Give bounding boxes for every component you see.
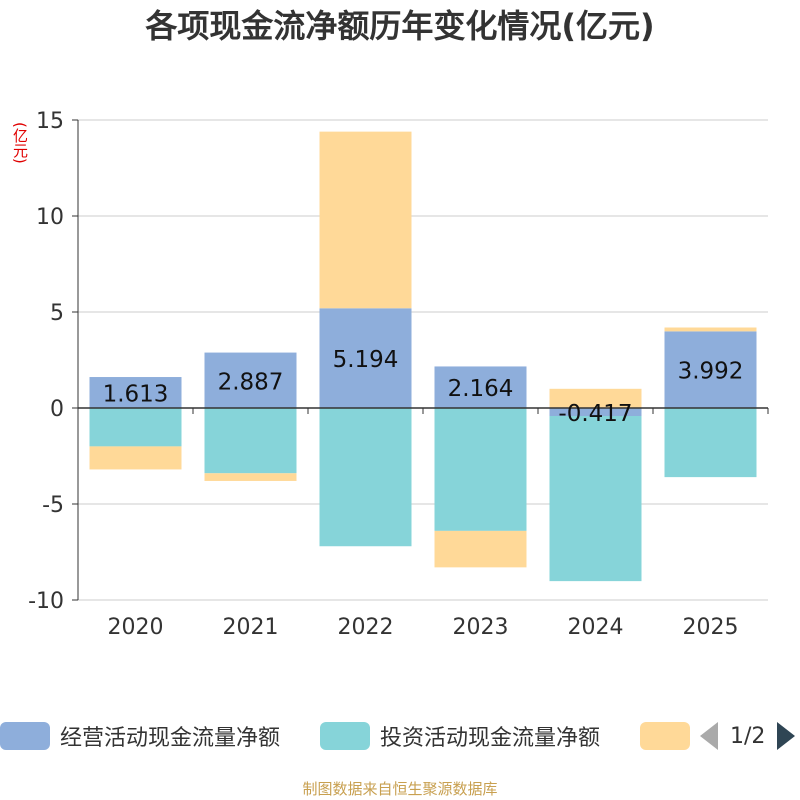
- data-label-operating-2025: 3.992: [678, 359, 744, 385]
- bar-operating-2021: [204, 352, 297, 408]
- chart-plot-area: -10 -5 0 5 10 15 1.613 2.887 5.194 2.164 -0.417 3.9…: [28, 109, 769, 640]
- x-tick-label-2021: 2021: [223, 615, 279, 640]
- legend-label-investing: 投资活动现金流量净额: [380, 726, 601, 751]
- legend-pager: 1/2: [700, 716, 796, 756]
- bar-operating-2023: [434, 366, 527, 408]
- bar-investing-2024: [549, 416, 642, 582]
- bar-financing-2023: [434, 530, 527, 568]
- bar-investing-2020: [89, 408, 182, 447]
- legend-item-operating[interactable]: 经营活动现金流量净额: [0, 716, 280, 756]
- x-tick-label-2023: 2023: [453, 615, 509, 640]
- data-label-operating-2024: -0.417: [558, 401, 632, 427]
- bar-investing-2025: [664, 408, 757, 478]
- legend-label-operating: 经营活动现金流量净额: [60, 726, 281, 751]
- chart-title: 各项现金流净额历年变化情况(亿元): [145, 7, 655, 45]
- y-tick-label-0: 0: [50, 397, 64, 422]
- source-footer: 制图数据来自恒生聚源数据库: [302, 780, 498, 798]
- data-label-operating-2023: 2.164: [448, 376, 514, 402]
- data-label-operating-2022: 5.194: [333, 347, 399, 373]
- chevron-left-icon[interactable]: [700, 722, 718, 750]
- bar-operating-2025: [664, 331, 757, 408]
- bar-financing-2021: [204, 473, 297, 481]
- bar-investing-2023: [434, 408, 527, 531]
- y-axis-unit-label: (亿元): [11, 122, 29, 164]
- legend-item-financing[interactable]: [640, 716, 700, 756]
- bar-operating-2022: [319, 308, 412, 408]
- x-tick-label-2022: 2022: [338, 615, 394, 640]
- legend-item-investing[interactable]: 投资活动现金流量净额: [320, 716, 600, 756]
- legend-swatch-investing: [320, 722, 370, 750]
- bar-investing-2021: [204, 408, 297, 474]
- bar-financing-2020: [89, 446, 182, 470]
- data-label-operating-2020: 1.613: [103, 382, 169, 408]
- bar-investing-2022: [319, 408, 412, 547]
- bar-financing-2025: [664, 327, 757, 332]
- x-tick-label-2024: 2024: [568, 615, 624, 640]
- bar-financing-2022: [319, 131, 412, 309]
- bar-financing-2024: [549, 388, 642, 408]
- bar-operating-2020: [89, 377, 182, 408]
- x-tick-label-2025: 2025: [683, 615, 739, 640]
- bar-operating-2024: [549, 408, 642, 417]
- y-tick-label-10: 10: [36, 205, 64, 230]
- data-label-operating-2021: 2.887: [218, 369, 284, 395]
- legend: 经营活动现金流量净额 投资活动现金流量净额 1/2: [0, 716, 800, 756]
- x-tick-label-2020: 2020: [108, 615, 164, 640]
- legend-swatch-financing: [640, 722, 690, 750]
- legend-swatch-operating: [0, 722, 50, 750]
- chevron-right-icon[interactable]: [777, 722, 796, 750]
- y-tick-label--10: -10: [28, 589, 64, 614]
- y-tick-label--5: -5: [42, 493, 64, 518]
- y-tick-label-5: 5: [50, 301, 64, 326]
- legend-page-indicator: 1/2: [730, 723, 766, 749]
- y-tick-label-15: 15: [36, 109, 64, 134]
